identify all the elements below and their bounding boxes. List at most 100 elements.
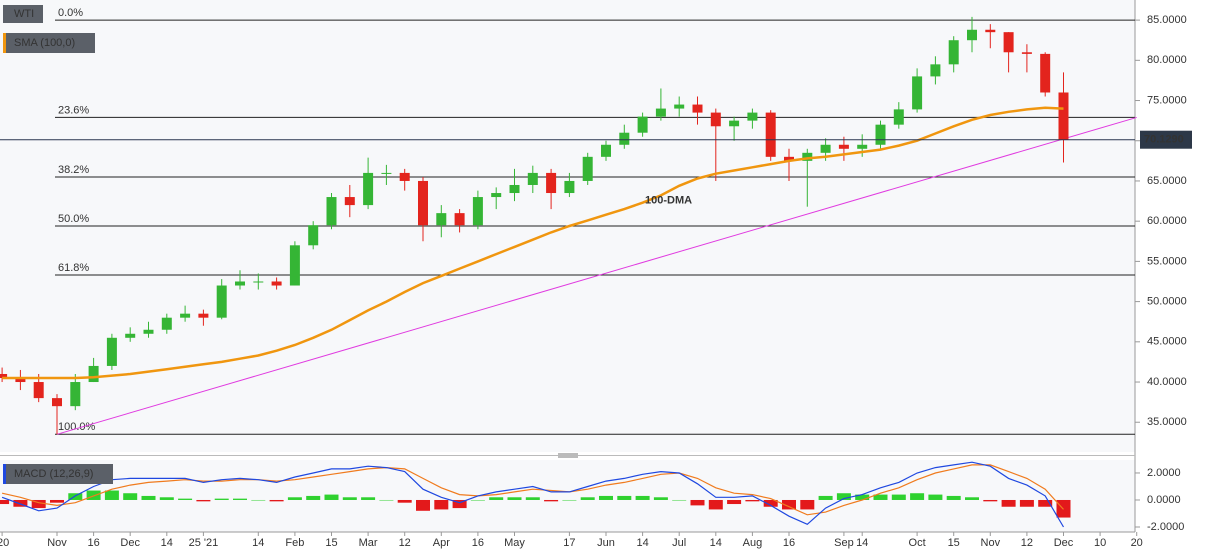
macd-histogram-bar — [1019, 499, 1034, 507]
macd-y-tick-label: 2.0000 — [1147, 467, 1181, 479]
macd-histogram-bar — [891, 494, 906, 500]
trendline — [56, 116, 1137, 435]
fib-level-label: 50.0% — [58, 213, 89, 225]
macd-histogram-bar — [910, 493, 925, 500]
macd-histogram-bar — [763, 499, 778, 507]
macd-histogram-bar — [159, 497, 174, 500]
macd-histogram-bar — [544, 499, 559, 502]
macd-histogram-bar — [269, 499, 284, 502]
macd-y-tick-label: 0.0000 — [1147, 494, 1181, 506]
candle-body — [472, 197, 483, 226]
x-tick-label: 10 — [1094, 537, 1106, 549]
macd-histogram-bar — [800, 499, 815, 510]
y-tick-label: 65.0000 — [1147, 175, 1187, 187]
macd-histogram-bar — [617, 495, 632, 500]
candle-body — [948, 40, 959, 65]
candle-body — [893, 109, 904, 125]
macd-histogram-bar — [965, 497, 979, 500]
macd-histogram-bar — [836, 493, 851, 500]
x-tick-label: 15 — [948, 537, 960, 549]
candle-body — [418, 180, 428, 226]
candle-body — [985, 29, 996, 33]
x-tick-label: 12 — [1021, 537, 1033, 549]
candle-body — [838, 144, 849, 149]
macd-histogram-bar — [306, 495, 321, 500]
candle-body — [509, 184, 520, 194]
y-tick-label: 55.0000 — [1147, 255, 1187, 267]
candle-body — [601, 144, 611, 157]
macd-legend-label: MACD (12,26,9) — [14, 468, 93, 480]
x-tick-label: Jun — [597, 537, 615, 549]
last-price-box — [1140, 130, 1192, 149]
separator-grip[interactable] — [558, 453, 578, 458]
candle-body — [875, 124, 886, 145]
fib-level-label: 38.2% — [58, 164, 89, 176]
macd-histogram-bar — [1001, 499, 1016, 507]
instrument-box[interactable] — [3, 5, 43, 23]
x-tick-label: '20 — [0, 537, 9, 549]
sma-legend-box[interactable] — [3, 33, 95, 53]
macd-histogram-bar — [708, 499, 723, 510]
x-tick-label: 14 — [856, 537, 868, 549]
candle-body — [106, 337, 117, 366]
x-tick-label: Oct — [909, 537, 926, 549]
x-tick-label: 25 '21 — [189, 537, 219, 549]
x-tick-label: 20 — [1131, 537, 1143, 549]
macd-signal-line — [1, 464, 1064, 516]
macd-histogram-bar — [599, 495, 613, 500]
x-tick-label: Mar — [359, 537, 378, 549]
candle-body — [253, 281, 264, 283]
macd-histogram-bar — [104, 490, 119, 500]
macd-histogram-bar — [324, 494, 339, 500]
candle-body — [125, 333, 136, 338]
candle-body — [912, 76, 923, 110]
candle-body — [15, 378, 26, 383]
macd-histogram-bar — [782, 499, 796, 510]
candle-body — [765, 112, 776, 157]
candle-body — [326, 197, 337, 226]
candle-body — [1003, 32, 1014, 53]
candle-body — [271, 281, 282, 286]
x-tick-label: Dec — [120, 537, 140, 549]
macd-histogram-bar — [379, 499, 394, 501]
macd-histogram-bar — [672, 499, 687, 501]
candle-body — [1058, 92, 1069, 140]
fib-level-label: 0.0% — [58, 7, 83, 19]
last-price-label: 70.1290 — [1144, 134, 1184, 146]
candle-body — [88, 365, 99, 383]
candle-body — [143, 329, 154, 334]
candle-body — [619, 132, 630, 145]
macd-panel — [0, 460, 1135, 532]
y-tick-label: 50.0000 — [1147, 296, 1187, 308]
macd-histogram-bar — [1038, 499, 1053, 507]
macd-histogram-bar — [214, 498, 229, 500]
candle-body — [216, 285, 227, 318]
candle-body — [161, 317, 172, 330]
macd-histogram-bar — [562, 499, 577, 501]
macd-histogram-bar — [123, 493, 138, 500]
macd-histogram-bar — [416, 499, 430, 511]
x-tick-label: Aug — [743, 537, 763, 549]
macd-y-tick-label: -2.0000 — [1147, 521, 1184, 533]
macd-histogram-bar — [178, 498, 193, 500]
macd-histogram-bar — [653, 497, 668, 500]
macd-histogram-bar — [361, 497, 376, 500]
candle-body — [454, 213, 465, 226]
candle-body — [747, 112, 758, 121]
macd-histogram-bar — [0, 499, 10, 505]
y-tick-label: 60.0000 — [1147, 215, 1187, 227]
macd-histogram-bar — [141, 495, 156, 500]
macd-legend-box[interactable] — [3, 464, 113, 484]
candle-body — [308, 225, 319, 246]
macd-histogram-bar — [470, 499, 485, 501]
x-tick-label: 16 — [472, 537, 484, 549]
x-tick-label: Jul — [672, 537, 686, 549]
macd-legend-swatch — [3, 464, 6, 484]
candle-body — [33, 382, 44, 399]
sma-legend-label: SMA (100,0) — [14, 37, 75, 49]
macd-histogram-bar — [397, 499, 412, 503]
macd-histogram-bar — [855, 494, 870, 500]
y-tick-label: 85.0000 — [1147, 14, 1187, 26]
candle-body — [729, 120, 740, 127]
macd-histogram-bar — [86, 490, 101, 500]
